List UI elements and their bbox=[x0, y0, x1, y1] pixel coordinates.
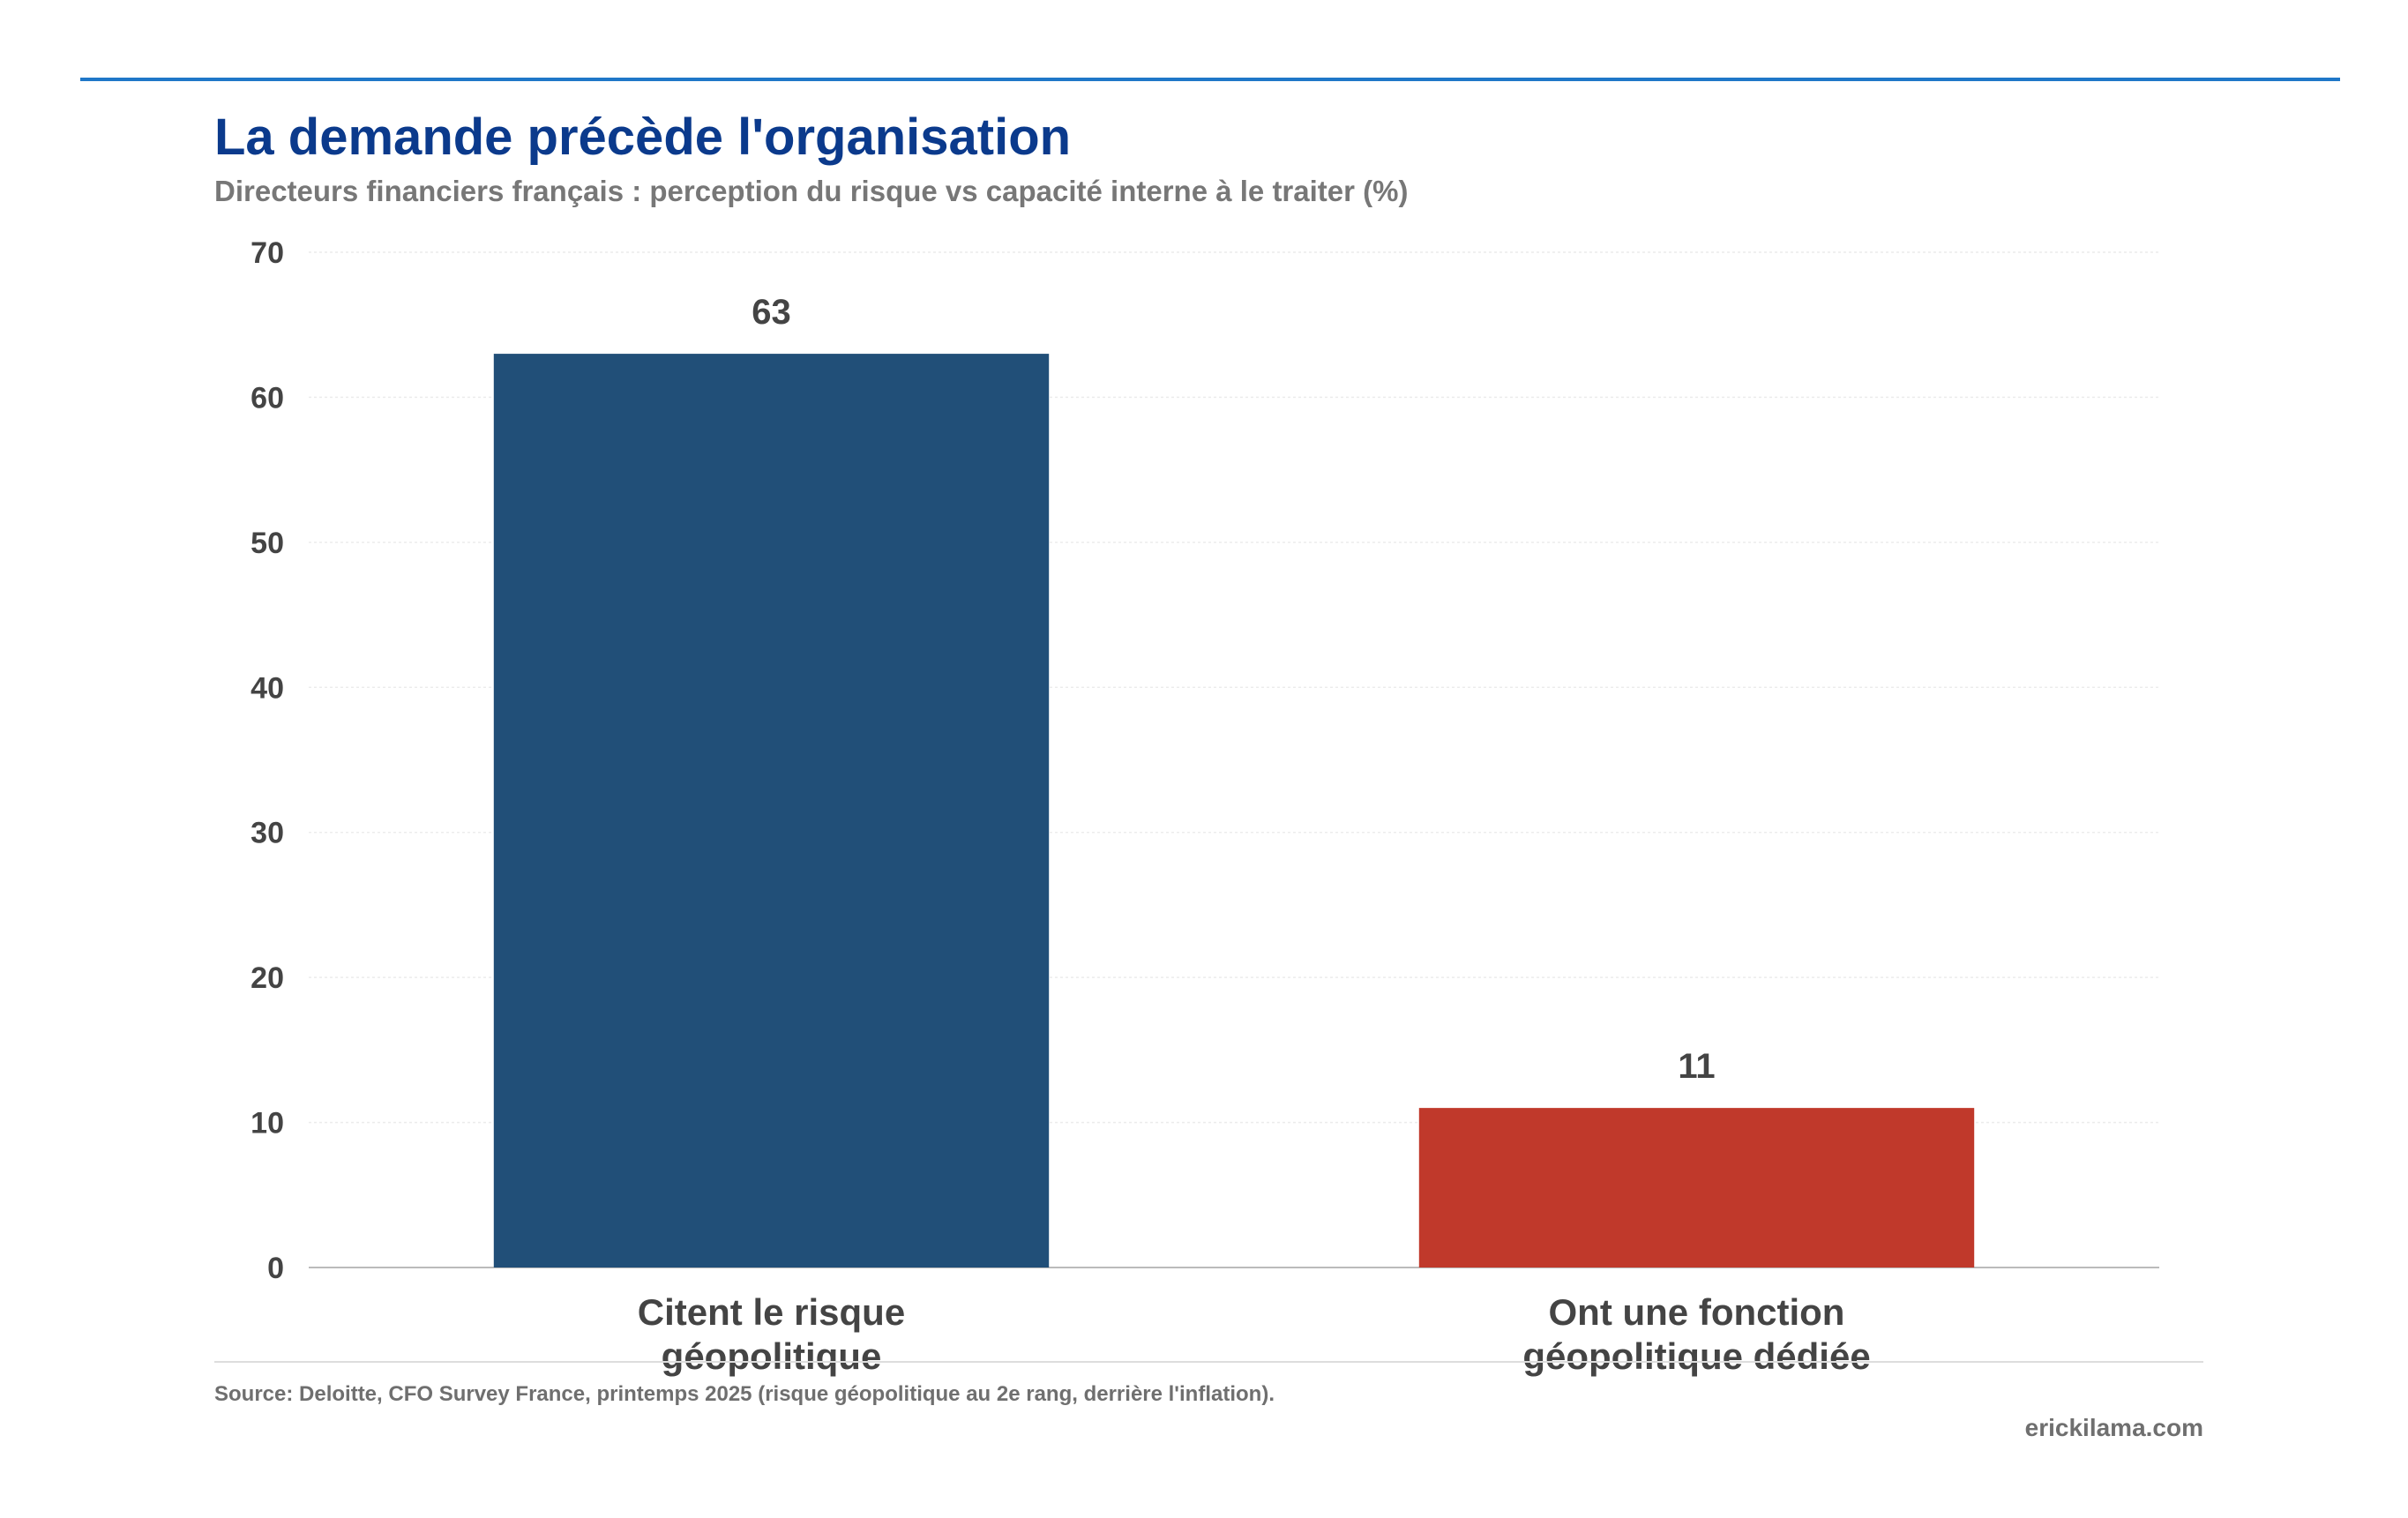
data-label: 63 bbox=[752, 293, 791, 332]
source-note: Source: Deloitte, CFO Survey France, pri… bbox=[214, 1382, 1275, 1406]
site-credit: erickilama.com bbox=[2024, 1414, 2203, 1441]
bar bbox=[493, 354, 1050, 1268]
y-tick-label: 20 bbox=[251, 961, 284, 995]
footer-rule bbox=[214, 1361, 2203, 1363]
data-label: 11 bbox=[1678, 1047, 1715, 1086]
x-tick-label: Ont une fonction bbox=[1549, 1291, 1845, 1333]
x-tick-label: Citent le risque bbox=[638, 1291, 905, 1333]
y-tick-label: 0 bbox=[267, 1252, 284, 1285]
chart-title: La demande précède l'organisation bbox=[214, 108, 1072, 166]
x-tick-label: géopolitique dédiée bbox=[1522, 1335, 1870, 1377]
y-tick-label: 10 bbox=[251, 1107, 284, 1140]
y-tick-label: 50 bbox=[251, 527, 284, 560]
y-tick-label: 30 bbox=[251, 817, 284, 850]
y-tick-label: 70 bbox=[251, 236, 284, 270]
y-tick-label: 60 bbox=[251, 381, 284, 415]
chart-subtitle: Directeurs financiers français : percept… bbox=[214, 175, 1409, 207]
x-tick-label: géopolitique bbox=[662, 1335, 882, 1377]
bar bbox=[1418, 1108, 1975, 1267]
y-tick-label: 40 bbox=[251, 671, 284, 705]
top-rule bbox=[80, 78, 2340, 81]
